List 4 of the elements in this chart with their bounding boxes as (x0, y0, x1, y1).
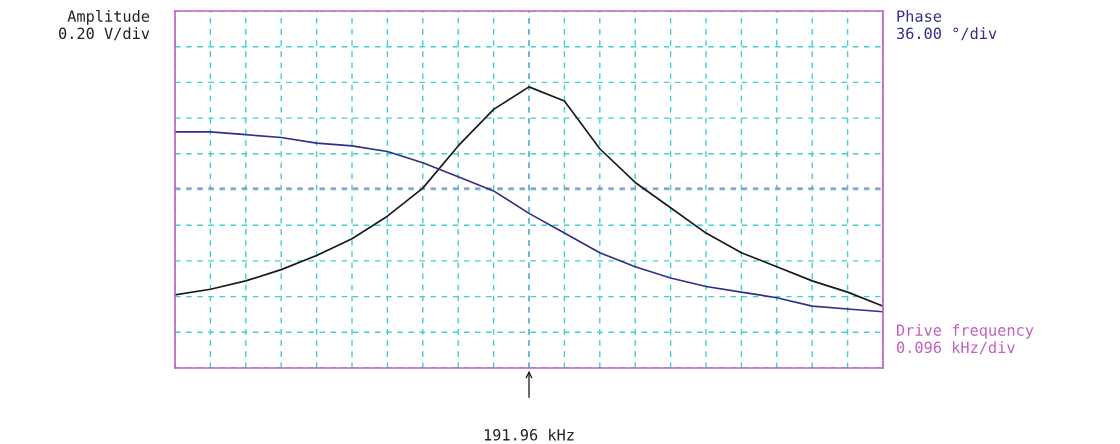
y2-axis-title: Phase 36.00 °/div (897, 10, 997, 41)
x-axis-title: Drive frequency 0.096 kHz/div (896, 324, 1034, 355)
text: 191.96 kHz (484, 428, 574, 441)
y-axis-title: Amplitude 0.20 V/div (59, 10, 150, 41)
